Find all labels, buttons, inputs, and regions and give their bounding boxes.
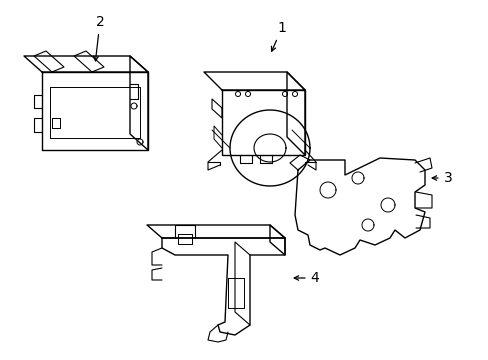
Text: 1: 1 — [271, 21, 286, 51]
Text: 3: 3 — [431, 171, 451, 185]
Text: 2: 2 — [94, 15, 104, 61]
Text: 4: 4 — [294, 271, 319, 285]
